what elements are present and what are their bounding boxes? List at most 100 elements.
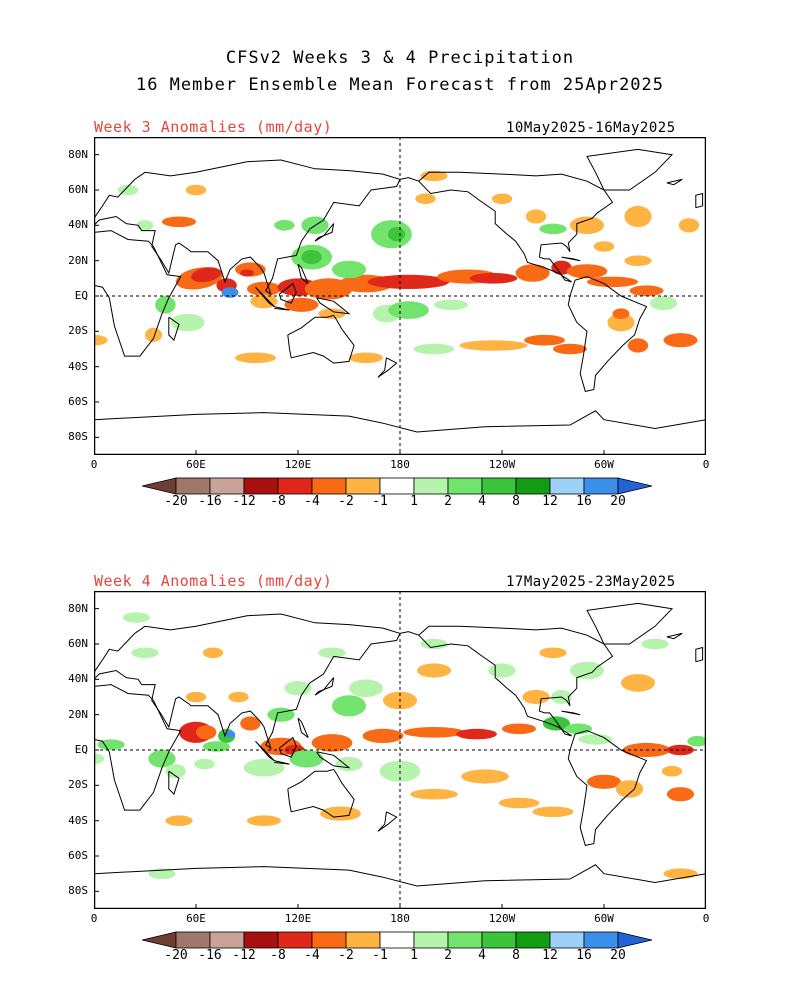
anomaly-patch — [661, 765, 683, 777]
anomaly-patch — [318, 308, 346, 319]
lon-label: 0 — [702, 912, 710, 925]
week3-dates: 10May2025-16May2025 — [506, 120, 676, 136]
colorbar-box — [175, 477, 211, 495]
colorbar-label: 8 — [512, 494, 520, 509]
anomaly-patch — [666, 744, 695, 756]
anomaly-patch — [498, 797, 540, 809]
week3-label: Week 3 Anomalies (mm/day) — [94, 118, 333, 136]
lat-label: 80N — [68, 147, 88, 161]
colorbar-label: -4 — [304, 494, 320, 509]
anomaly-patch — [228, 691, 249, 703]
anomaly-patch — [335, 757, 363, 772]
anomaly-patch — [624, 255, 652, 266]
anomaly-patch — [267, 707, 295, 722]
colorbar-label: -2 — [338, 948, 354, 963]
anomaly-patch — [666, 787, 695, 802]
colorbar-box — [345, 477, 381, 495]
anomaly-patch — [553, 343, 587, 355]
coastline — [297, 717, 309, 738]
colorbar-label: -1 — [372, 494, 388, 509]
colorbar-label: 16 — [576, 948, 592, 963]
colorbar-box — [447, 931, 483, 949]
coastline — [94, 613, 401, 750]
lon-label: 60W — [594, 912, 614, 925]
coastline — [274, 306, 290, 311]
anomaly-patch — [420, 638, 448, 650]
anomaly-patch — [388, 301, 429, 319]
anomaly-patch — [94, 753, 105, 765]
colorbar-max-arrow — [617, 931, 653, 949]
anomaly-patch — [615, 780, 644, 798]
lat-label: 80N — [68, 601, 88, 615]
anomaly-patch — [284, 297, 319, 312]
coastline — [399, 631, 419, 636]
coastline — [695, 646, 704, 663]
colorbar-box — [209, 477, 245, 495]
colorbar-box — [209, 931, 245, 949]
anomaly-patch — [136, 220, 154, 231]
anomaly-patch — [332, 695, 366, 717]
anomaly-patch — [587, 276, 638, 288]
anomaly-patch — [191, 267, 222, 283]
anomaly-patch — [678, 218, 700, 233]
anomaly-patch — [524, 334, 565, 346]
coastline — [316, 751, 351, 769]
lat-label: 40S — [68, 359, 88, 373]
anomaly-patch — [318, 647, 346, 659]
anomaly-patch — [235, 352, 276, 364]
week4-map — [94, 591, 706, 909]
anomaly-patch — [413, 343, 455, 355]
colorbar-label: -12 — [232, 948, 256, 963]
colorbar-box — [277, 931, 313, 949]
lat-label: 40N — [68, 672, 88, 686]
colorbar-label: 20 — [610, 494, 626, 509]
anomaly-patch — [410, 788, 458, 800]
anomaly-patch — [539, 647, 567, 659]
colorbar-box — [243, 477, 279, 495]
colorbar-box — [413, 931, 449, 949]
lon-label: 180 — [390, 912, 410, 925]
lat-label: 20S — [68, 778, 88, 792]
anomaly-patch — [417, 663, 451, 678]
anomaly-patch — [94, 334, 108, 346]
anomaly-patch — [564, 723, 593, 735]
anomaly-patch — [170, 313, 205, 332]
week4-dates: 17May2025-23May2025 — [506, 574, 676, 590]
anomaly-patch — [663, 868, 698, 879]
lon-label: 120W — [488, 458, 516, 471]
coastline — [561, 256, 581, 262]
week4-label: Week 4 Anomalies (mm/day) — [94, 572, 333, 590]
colorbar-box — [413, 477, 449, 495]
coastline — [567, 730, 648, 846]
colorbar-label: 12 — [542, 494, 558, 509]
coastline — [168, 770, 180, 796]
anomaly-patch — [148, 868, 176, 879]
coastline — [168, 316, 180, 342]
anomaly-patch — [456, 728, 497, 740]
coastline — [94, 864, 706, 887]
coastline — [377, 811, 398, 832]
anomaly-patch — [224, 730, 236, 738]
colorbar-label: 12 — [542, 948, 558, 963]
anomaly-patch — [388, 227, 406, 242]
coastline — [314, 677, 335, 696]
week4-colorbar — [142, 931, 653, 949]
anomaly-patch — [247, 815, 281, 826]
lon-label: 60W — [594, 458, 614, 471]
colorbar-min-arrow — [142, 477, 177, 495]
colorbar-label: 2 — [444, 948, 452, 963]
anomaly-patch — [349, 352, 383, 364]
colorbar-box — [311, 931, 347, 949]
lat-label: 20S — [68, 324, 88, 338]
lat-label: EQ — [74, 743, 88, 756]
lon-label: 0 — [702, 458, 710, 471]
anomaly-patch — [587, 774, 621, 789]
anomaly-patch — [434, 299, 468, 311]
colorbar-box — [583, 931, 619, 949]
colorbar-label: 8 — [512, 948, 520, 963]
colorbar-min-arrow — [142, 931, 177, 949]
lat-label: 20N — [68, 253, 88, 267]
anomaly-patch — [320, 806, 361, 821]
coastline — [314, 223, 335, 242]
anomaly-patch — [202, 647, 224, 659]
